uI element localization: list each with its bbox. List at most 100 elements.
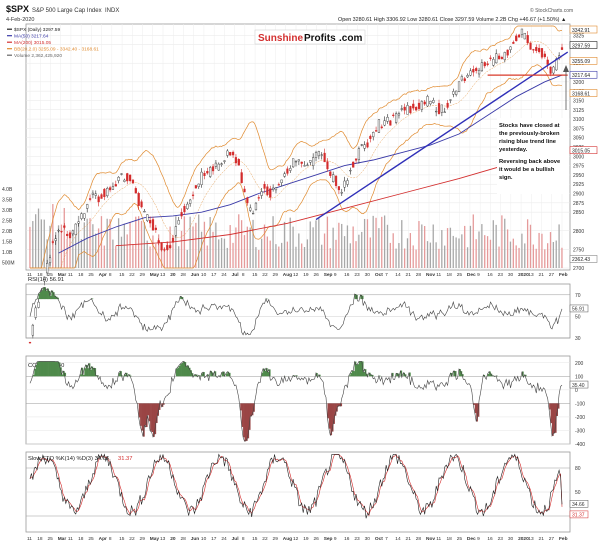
x-tick-label: Mar [58, 272, 67, 278]
x-tick-label: Jul [232, 272, 239, 278]
cci-positive-fill [84, 368, 87, 377]
price-badges: 3342.91 3297.59 3255.09 3217.64 3168.61 3015.… [569, 25, 598, 263]
cci-positive-fill [371, 374, 374, 377]
cci-positive-fill [52, 361, 55, 377]
volume-bar [103, 245, 105, 268]
candle-body [477, 70, 481, 75]
volume-bar [446, 228, 449, 268]
volume-bar [86, 218, 88, 268]
price-tick-label: 2750 [573, 247, 584, 253]
ma50-line [58, 74, 563, 254]
volume-bar [175, 216, 177, 268]
x-tick-label: 9 [334, 272, 337, 278]
volume-bar [66, 238, 68, 268]
cci-negative-fill [337, 403, 340, 407]
candle-body [360, 144, 363, 146]
candle-body [437, 103, 441, 114]
cci-negative-fill [333, 403, 335, 424]
x-tick-label: 8 [242, 272, 245, 278]
cci-positive-fill [37, 361, 39, 377]
volume-bar [538, 232, 540, 268]
candle-body [123, 179, 126, 182]
price-badge-label: 3217.64 [572, 73, 590, 79]
candle-body [354, 158, 358, 161]
sto-tick-label: 50 [575, 490, 581, 496]
x-tick-label: Feb [559, 536, 568, 542]
volume-bar [186, 249, 188, 268]
volume-bar [163, 247, 166, 268]
cci-positive-fill [121, 375, 124, 377]
volume-bar [37, 208, 40, 268]
candle-body [37, 301, 40, 308]
volume-bar [232, 242, 234, 268]
candle-body [169, 245, 172, 249]
volume-bar [60, 224, 63, 268]
cci-positive-fill [82, 374, 85, 377]
volume-bar [89, 218, 91, 268]
x-tick-label: 15 [252, 536, 258, 542]
price-tick-label: 2950 [573, 173, 584, 179]
volume-bar [329, 248, 331, 268]
candle-body [177, 220, 180, 225]
candle-body [186, 203, 189, 209]
candle-body [352, 161, 355, 168]
rsi-tick-label: 30 [575, 336, 581, 342]
x-tick-label: Aug [283, 536, 292, 542]
volume-bar [518, 247, 520, 268]
cci-positive-fill [175, 368, 178, 377]
volume-bar [212, 231, 214, 268]
candle-body [549, 66, 552, 74]
rsi-overbought-fill [38, 293, 41, 300]
cci-positive-fill [454, 371, 457, 377]
cci-negative-fill [556, 403, 559, 416]
cci-positive-fill [354, 361, 357, 377]
x-tick-label: 13 [160, 272, 166, 278]
volume-bar [243, 235, 246, 268]
x-tick-label: 18 [37, 272, 43, 278]
volume-bar [198, 214, 200, 268]
x-tick-label: 14 [395, 536, 401, 542]
chart-symbol: $SPX [6, 4, 29, 14]
x-tick-label: 11 [436, 272, 441, 278]
volume-bar [32, 221, 34, 268]
volume-bar [372, 215, 374, 268]
cci-positive-fill [41, 361, 44, 377]
volume-bar [409, 233, 412, 268]
candle-body [189, 199, 192, 204]
cci-negative-fill [154, 403, 157, 435]
candle-body [246, 197, 249, 204]
x-tick-label: 13 [160, 536, 166, 542]
cci-positive-fill [40, 361, 42, 377]
x-tick-label: Dec [467, 536, 476, 542]
volume-bar [486, 236, 489, 268]
price-badge-label: 3255.09 [572, 59, 590, 65]
volume-bar [235, 227, 237, 268]
cci-negative-fill [152, 403, 155, 437]
volume-bar [57, 225, 60, 268]
x-tick-label: 10 [201, 272, 207, 278]
candle-body [435, 110, 438, 113]
volume-bar [326, 216, 329, 268]
candle-body [194, 185, 197, 189]
price-tick-label: 3200 [573, 80, 584, 86]
cci-positive-fill [34, 368, 37, 377]
candle-body [257, 197, 260, 199]
sto-k-badge-label: 34.66 [572, 502, 585, 508]
candle-body [94, 193, 97, 196]
volume-bar [369, 237, 371, 268]
price-badge-label: 3168.61 [572, 91, 590, 97]
price-tick-label: 3150 [573, 98, 584, 104]
price-tick-label: 3125 [573, 108, 584, 114]
rsi-tick-label: 50 [575, 314, 581, 320]
x-tick-label: Nov [426, 272, 435, 278]
candle-body [120, 173, 123, 175]
candle-body [97, 196, 100, 203]
trend-lines [315, 51, 569, 221]
annotation-line-1: Stocks have closed at [499, 123, 560, 129]
cci-positive-fill [61, 374, 64, 377]
x-tick-label: 30 [365, 536, 371, 542]
cci-positive-fill [185, 366, 188, 377]
cci-positive-fill [459, 369, 461, 377]
candle-body [366, 142, 369, 148]
